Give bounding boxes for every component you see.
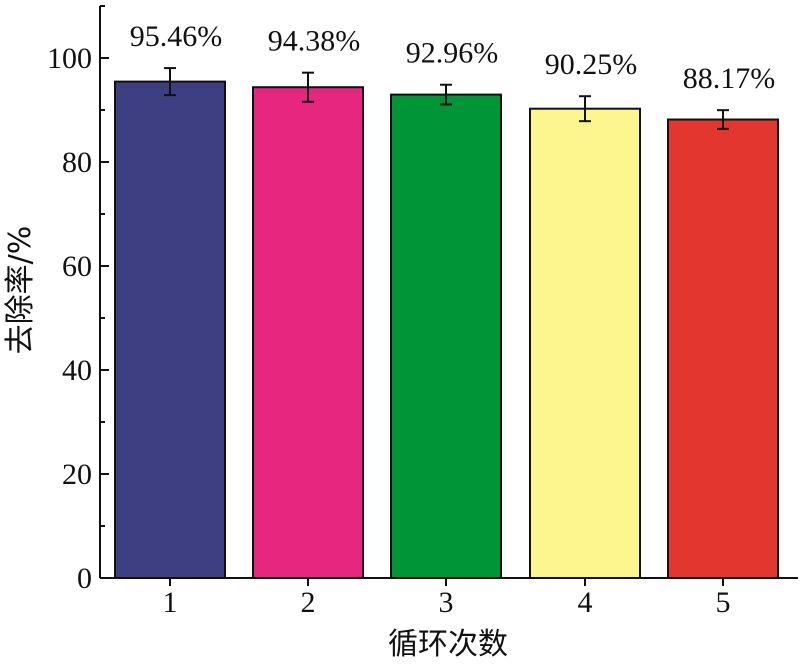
x-tick-label-5: 5 [716, 586, 731, 619]
y-tick-label-20: 20 [62, 458, 92, 491]
axes-group: 1 2 3 4 5 0 20 40 60 80 100 [47, 5, 798, 619]
error-bar-4 [579, 95, 591, 123]
x-tick-label-2: 2 [301, 586, 316, 619]
x-axis-title: 循环次数 [388, 627, 508, 662]
data-labels-group: 95.46% 94.38% 92.96% 90.25% 88.17% [130, 20, 776, 95]
y-tick-label-100: 100 [47, 42, 92, 75]
bar-1 [114, 80, 226, 579]
x-tick-label-3: 3 [439, 586, 454, 619]
error-bar-3 [440, 83, 452, 106]
bar-3 [390, 93, 502, 579]
bar-5 [667, 118, 779, 580]
y-tick-label-40: 40 [62, 354, 92, 387]
y-tick-label-0: 0 [77, 562, 92, 595]
error-bar-5 [717, 109, 729, 130]
data-label-4: 90.25% [545, 48, 638, 81]
data-label-1: 95.46% [130, 20, 223, 53]
error-bar-2 [302, 71, 314, 103]
data-label-5: 88.17% [683, 62, 776, 95]
y-tick-label-60: 60 [62, 250, 92, 283]
error-bar-1 [164, 67, 176, 97]
data-label-3: 92.96% [406, 37, 499, 70]
bar-4 [529, 107, 641, 579]
y-axis-title: 去除率/% [3, 226, 38, 355]
bars-group [114, 80, 779, 580]
y-tick-label-80: 80 [62, 146, 92, 179]
x-tick-label-1: 1 [163, 586, 178, 619]
error-bars-group [164, 67, 729, 130]
bar-2 [252, 86, 364, 579]
x-tick-label-4: 4 [578, 586, 593, 619]
data-label-2: 94.38% [268, 25, 361, 58]
